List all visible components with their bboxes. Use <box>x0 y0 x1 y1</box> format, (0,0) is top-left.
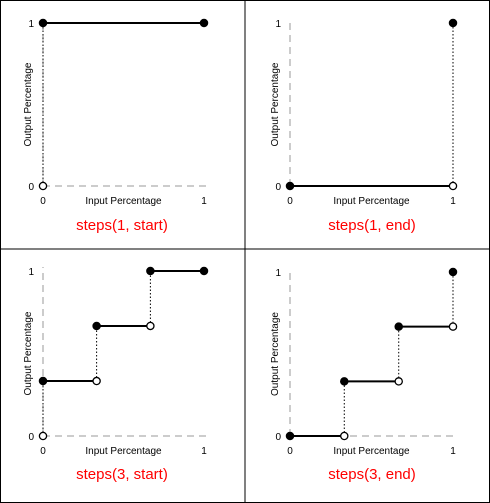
y-axis-title: Output Percentage <box>23 311 34 395</box>
x-tick-label: 0 <box>40 446 46 457</box>
y-tick-label: 1 <box>275 19 281 30</box>
filled-point <box>448 267 458 277</box>
open-point <box>448 322 458 331</box>
y-tick-label: 0 <box>28 432 34 443</box>
x-axis-title: Input Percentage <box>85 446 162 457</box>
open-point <box>92 376 101 386</box>
x-tick-label: 0 <box>40 196 46 207</box>
filled-point <box>199 266 209 276</box>
y-axis-title: Output Percentage <box>270 312 281 396</box>
x-axis-title: Input Percentage <box>333 196 410 207</box>
x-tick-label: 1 <box>201 196 207 207</box>
chart-caption: steps(3, end) <box>328 466 416 483</box>
open-point <box>340 431 349 441</box>
x-tick-label: 1 <box>450 196 456 207</box>
y-tick-label: 0 <box>275 432 281 443</box>
filled-point <box>146 266 155 276</box>
chart-panel-1: 1 00 1 Input Percentage Output Percentage ste… <box>23 18 209 234</box>
filled-point <box>92 321 101 331</box>
chart-caption: steps(1, start) <box>76 217 168 234</box>
open-point <box>38 431 48 441</box>
filled-point <box>394 322 403 331</box>
filled-point <box>285 431 295 441</box>
open-point <box>38 181 48 191</box>
y-tick-label: 1 <box>28 19 34 30</box>
y-tick-label: 0 <box>28 182 34 193</box>
chart-caption: steps(1, end) <box>328 217 416 234</box>
x-tick-label: 1 <box>201 446 207 457</box>
open-point <box>146 321 155 331</box>
chart-panel-4: 1 00 1 Input Percentage Output Percentage ste… <box>270 267 458 483</box>
chart-caption: steps(3, start) <box>76 466 168 483</box>
filled-point <box>448 18 458 28</box>
x-tick-label: 0 <box>287 196 293 207</box>
x-axis-title: Input Percentage <box>333 446 410 457</box>
y-axis-title: Output Percentage <box>23 62 34 146</box>
y-axis-title: Output Percentage <box>270 62 281 146</box>
y-tick-label: 0 <box>275 182 281 193</box>
chart-panel-3: 1 00 1 Input Percentage Output Percentage ste… <box>23 266 209 483</box>
open-point <box>394 377 403 386</box>
x-tick-label: 1 <box>450 446 456 457</box>
y-tick-label: 1 <box>28 267 34 278</box>
x-tick-label: 0 <box>287 446 293 457</box>
filled-point <box>340 377 349 386</box>
y-tick-label: 1 <box>275 268 281 279</box>
open-point <box>448 181 458 191</box>
chart-panel-2: 1 00 1 Input Percentage Output Percentage ste… <box>270 18 458 234</box>
filled-point <box>285 181 295 191</box>
x-axis-title: Input Percentage <box>85 196 162 207</box>
filled-point <box>38 376 48 386</box>
filled-point <box>38 18 48 28</box>
filled-point <box>199 18 209 28</box>
